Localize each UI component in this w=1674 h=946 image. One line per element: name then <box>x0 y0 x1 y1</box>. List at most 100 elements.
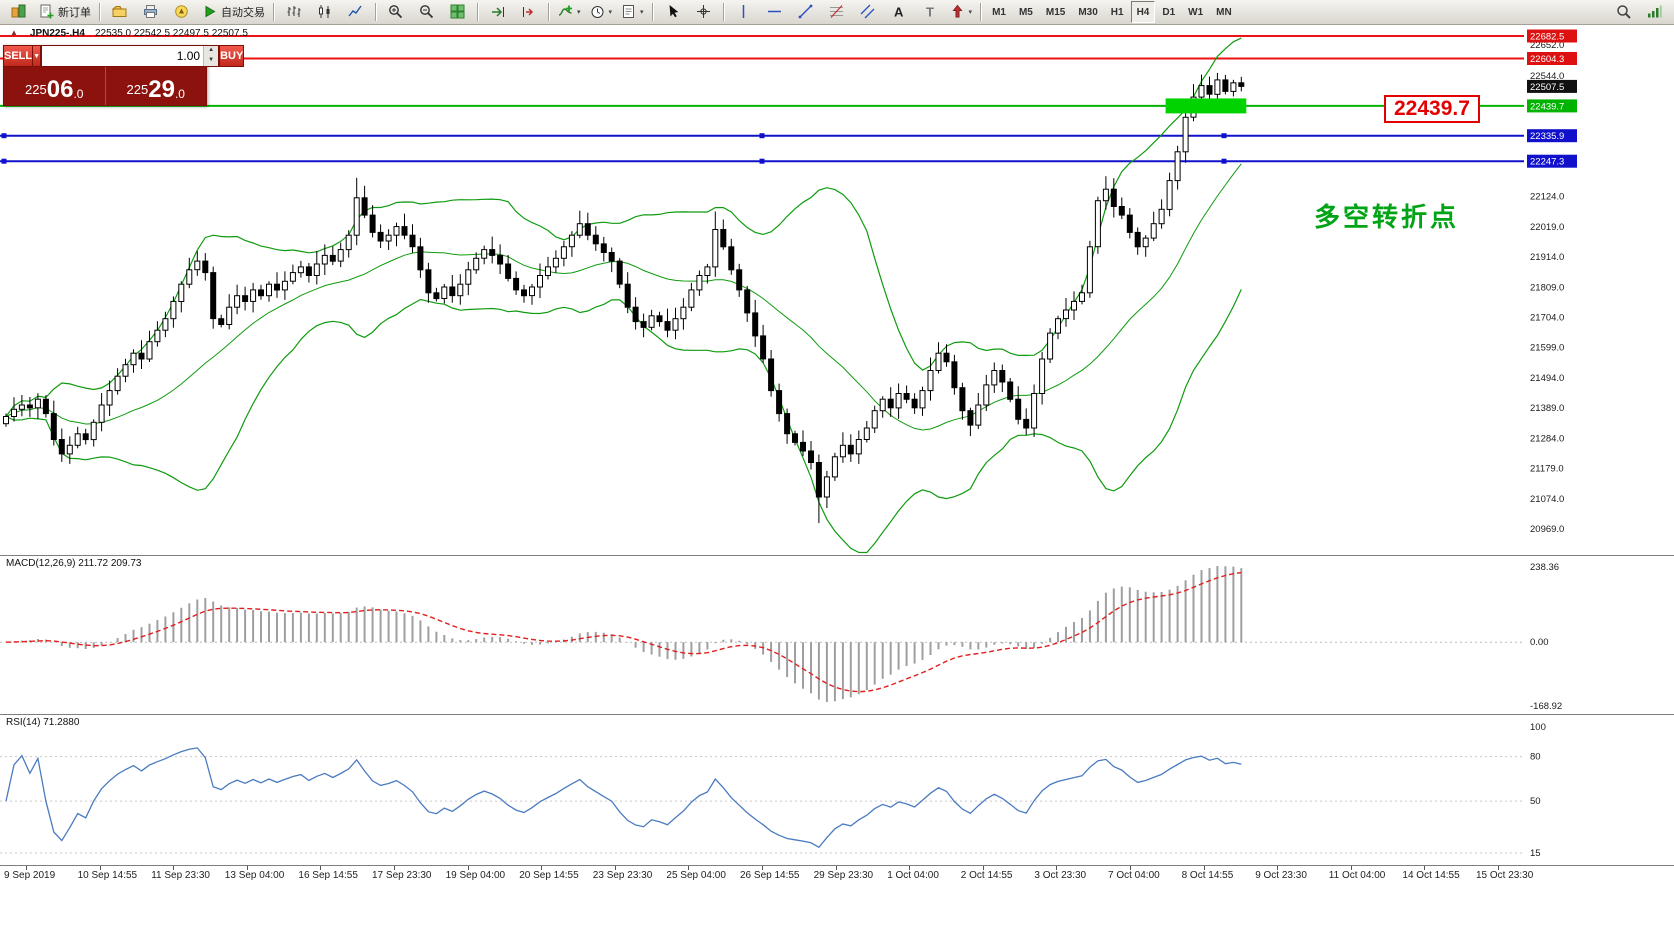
text-button[interactable]: A <box>884 1 914 23</box>
candle-body <box>776 390 783 415</box>
line-chart-button[interactable] <box>341 1 371 23</box>
search-button[interactable] <box>1609 1 1639 23</box>
order-type-dropdown[interactable]: ▼ <box>33 45 42 67</box>
chart-shift-button[interactable] <box>514 1 544 23</box>
periods-button[interactable]: ▾ <box>586 1 617 23</box>
lot-size-input[interactable] <box>42 46 204 66</box>
price-axis[interactable]: 22652.0 22544.0 22124.0 22019.0 21914.0 21809… <box>1527 29 1577 536</box>
buy-button[interactable]: BUY <box>219 45 245 67</box>
candle-body <box>58 439 65 455</box>
one-click-expand-icon[interactable]: ▲ <box>10 28 18 37</box>
candle-body <box>760 335 767 360</box>
line-handle <box>759 158 765 164</box>
turning-point-note[interactable]: 多空转折点 <box>1314 202 1460 232</box>
candles-layer <box>3 72 1245 524</box>
metaeditor-button[interactable] <box>167 1 197 23</box>
candle-body <box>1055 318 1061 334</box>
candle-body <box>34 398 41 409</box>
tile-windows-button[interactable] <box>443 1 473 23</box>
time-axis-label: 19 Sep 04:00 <box>445 870 506 881</box>
timeframe-h1-button[interactable]: H1 <box>1110 6 1124 18</box>
candle-body <box>194 260 201 271</box>
rsi-panel[interactable]: 100 80 50 15 RSI(14) 71.2880 <box>0 714 1674 865</box>
timeframe-d1-button[interactable]: D1 <box>1162 6 1176 18</box>
bar-chart-button[interactable] <box>279 1 309 23</box>
candle-body <box>855 439 862 455</box>
rsi-canvas[interactable]: 100 80 50 15 <box>0 715 1674 865</box>
candle-body <box>991 370 998 386</box>
candle-body <box>1110 188 1117 207</box>
zoom-out-icon <box>419 4 435 20</box>
crosshair-button[interactable] <box>689 1 719 23</box>
arrows-icon <box>950 4 966 20</box>
zoom-in-button[interactable] <box>381 1 411 23</box>
zoom-out-button[interactable] <box>412 1 442 23</box>
sell-price[interactable]: 225 06.0 <box>25 76 84 103</box>
connection-button[interactable] <box>1640 1 1670 23</box>
svg-text:100: 100 <box>1530 722 1546 733</box>
candle-body <box>377 231 384 242</box>
trendline-button[interactable] <box>791 1 821 23</box>
time-tick <box>614 866 616 870</box>
channel-button[interactable] <box>853 1 883 23</box>
timeframe-mn-button[interactable]: MN <box>1216 6 1232 18</box>
candle-body <box>162 318 169 331</box>
candle-body <box>1086 246 1093 294</box>
svg-text:15: 15 <box>1530 848 1541 859</box>
lot-decrement-icon[interactable]: ▼ <box>204 56 219 66</box>
lot-stepper[interactable]: ▲ ▼ <box>203 46 219 66</box>
time-tick <box>99 866 101 870</box>
timeframe-m30-button[interactable]: M30 <box>1078 6 1098 18</box>
candle-body <box>959 387 966 412</box>
price-chart-canvas[interactable]: 22652.0 22544.0 22124.0 22019.0 21914.0 21809… <box>0 25 1674 555</box>
vertical-line-button[interactable] <box>729 1 759 23</box>
level-lines-layer[interactable] <box>0 35 1524 164</box>
app-logo-button[interactable] <box>4 1 34 23</box>
line-handle <box>1221 158 1227 164</box>
auto-trading-button[interactable]: 自动交易 <box>198 1 269 23</box>
macd-panel[interactable]: 238.36 0.00 -168.92 MACD(12,26,9) 211.72 2… <box>0 555 1674 714</box>
candle-body <box>1142 237 1149 248</box>
candle-body <box>951 361 958 389</box>
new-order-button[interactable]: 新订单 <box>35 1 95 23</box>
candle-body <box>608 252 615 262</box>
text-label-button[interactable]: T <box>915 1 945 23</box>
rsi-axis: 100 80 50 15 <box>1530 722 1546 859</box>
svg-text:0.00: 0.00 <box>1530 637 1549 648</box>
timeframe-w1-button[interactable]: W1 <box>1188 6 1204 18</box>
arrows-button[interactable]: ▾ <box>946 1 977 23</box>
candlestick-chart-button[interactable] <box>310 1 340 23</box>
macd-canvas[interactable]: 238.36 0.00 -168.92 <box>0 556 1674 714</box>
horizontal-line-button[interactable] <box>760 1 790 23</box>
auto-scroll-button[interactable] <box>483 1 513 23</box>
indicators-button[interactable]: ▾ <box>554 1 585 23</box>
sell-button[interactable]: SELL <box>3 45 34 67</box>
candle-body <box>393 226 400 236</box>
templates-button[interactable]: ▾ <box>617 1 648 23</box>
price-chart-panel[interactable]: 22652.0 22544.0 22124.0 22019.0 21914.0 21809… <box>0 25 1674 555</box>
level-price-label[interactable]: 22439.7 <box>1384 95 1480 123</box>
profiles-button[interactable] <box>105 1 135 23</box>
time-tick <box>1277 866 1279 870</box>
fibonacci-button[interactable] <box>822 1 852 23</box>
price-axis-label: 21179.0 <box>1530 464 1564 475</box>
breakout-highlight-zone[interactable] <box>1165 98 1247 114</box>
candle-body <box>616 260 623 285</box>
candle-body <box>297 266 304 274</box>
timeframe-m5-button[interactable]: M5 <box>1018 6 1033 18</box>
timeframe-m15-button[interactable]: M15 <box>1045 6 1066 18</box>
candle-body <box>210 272 217 320</box>
print-icon <box>143 4 159 20</box>
lot-increment-icon[interactable]: ▲ <box>204 46 219 56</box>
candle-body <box>1039 358 1046 394</box>
time-axis[interactable]: 9 Sep 2019 10 Sep 14:55 11 Sep 23:30 13 Sep… <box>0 865 1674 886</box>
price-axis-label: 21809.0 <box>1530 282 1564 293</box>
buy-price[interactable]: 225 29.0 <box>104 67 207 105</box>
candle-body <box>568 234 575 248</box>
line-handle <box>1221 133 1227 139</box>
timeframe-h4-button[interactable]: H4 <box>1130 1 1156 23</box>
print-button[interactable] <box>136 1 166 23</box>
cursor-button[interactable] <box>658 1 688 23</box>
timeframe-m1-button[interactable]: M1 <box>992 6 1006 18</box>
